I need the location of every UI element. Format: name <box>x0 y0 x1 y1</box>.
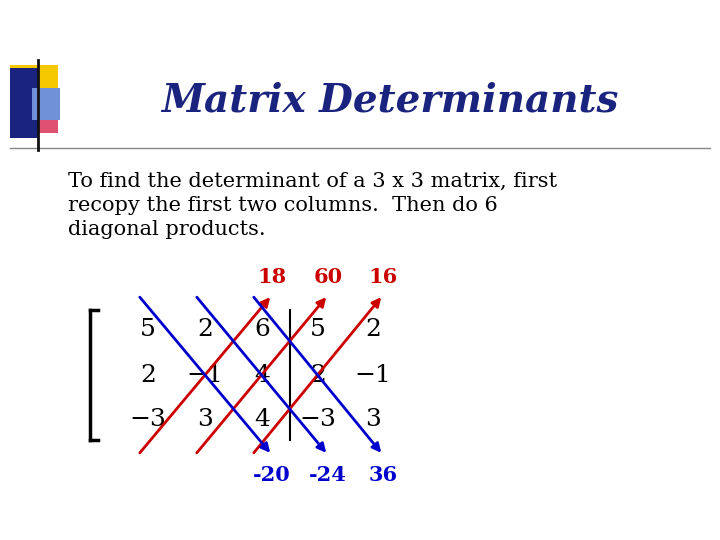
Text: 18: 18 <box>258 267 287 287</box>
Text: −1: −1 <box>355 363 392 387</box>
Text: −3: −3 <box>300 408 336 431</box>
Text: −1: −1 <box>186 363 223 387</box>
Bar <box>32 88 60 120</box>
Text: 4: 4 <box>254 408 270 431</box>
Text: -24: -24 <box>309 465 347 485</box>
Text: recopy the first two columns.  Then do 6: recopy the first two columns. Then do 6 <box>68 196 498 215</box>
Bar <box>10 68 38 138</box>
Text: To find the determinant of a 3 x 3 matrix, first: To find the determinant of a 3 x 3 matri… <box>68 172 557 191</box>
Text: 36: 36 <box>369 465 397 485</box>
Text: 3: 3 <box>197 408 213 431</box>
Text: 2: 2 <box>365 319 381 341</box>
Text: 4: 4 <box>254 363 270 387</box>
Text: Matrix Determinants: Matrix Determinants <box>161 81 618 119</box>
Bar <box>10 98 58 133</box>
Text: 2: 2 <box>140 363 156 387</box>
Text: 5: 5 <box>310 319 326 341</box>
Text: 60: 60 <box>313 267 343 287</box>
Text: diagonal products.: diagonal products. <box>68 220 266 239</box>
Text: 5: 5 <box>140 319 156 341</box>
Text: 2: 2 <box>310 363 326 387</box>
Text: −3: −3 <box>130 408 166 431</box>
Text: -20: -20 <box>253 465 291 485</box>
Text: 16: 16 <box>369 267 397 287</box>
Bar <box>10 65 58 105</box>
Text: 3: 3 <box>365 408 381 431</box>
Text: 2: 2 <box>197 319 213 341</box>
Text: 6: 6 <box>254 319 270 341</box>
